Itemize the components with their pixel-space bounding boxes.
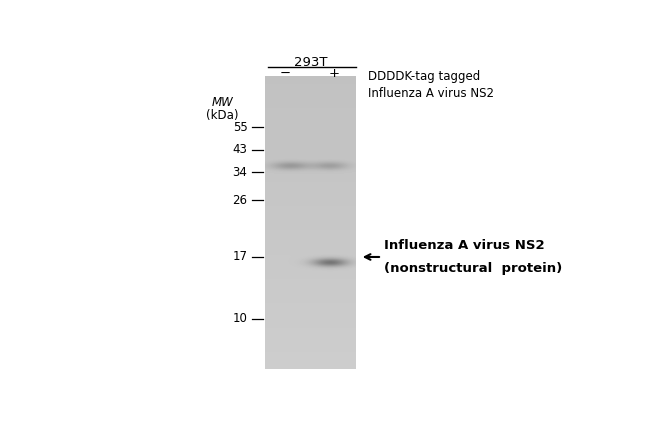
Text: −: −	[280, 67, 291, 80]
Text: 26: 26	[233, 194, 248, 207]
Text: 43: 43	[233, 143, 248, 156]
Text: 10: 10	[233, 312, 248, 325]
Text: Influenza A virus NS2: Influenza A virus NS2	[384, 239, 544, 252]
Text: +: +	[329, 67, 340, 80]
Text: 293T: 293T	[294, 56, 327, 68]
Text: 34: 34	[233, 166, 248, 179]
Text: (kDa): (kDa)	[206, 109, 239, 122]
Text: 55: 55	[233, 121, 248, 133]
Text: 17: 17	[233, 251, 248, 263]
Text: DDDDK-tag tagged
Influenza A virus NS2: DDDDK-tag tagged Influenza A virus NS2	[369, 70, 495, 100]
Text: (nonstructural  protein): (nonstructural protein)	[384, 262, 562, 275]
Text: MW: MW	[211, 96, 233, 109]
